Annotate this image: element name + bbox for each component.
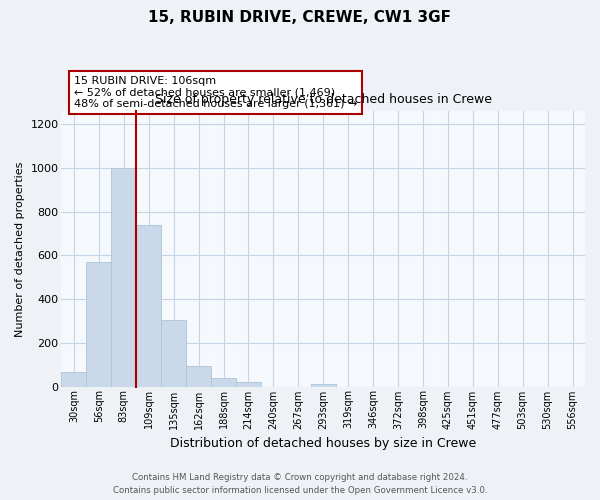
Text: 15, RUBIN DRIVE, CREWE, CW1 3GF: 15, RUBIN DRIVE, CREWE, CW1 3GF (149, 10, 452, 25)
Y-axis label: Number of detached properties: Number of detached properties (15, 161, 25, 336)
Bar (86, 262, 112, 386)
Bar (186, 366, 211, 386)
Bar (136, 225, 161, 386)
Bar (112, 168, 136, 386)
Text: Contains HM Land Registry data © Crown copyright and database right 2024.
Contai: Contains HM Land Registry data © Crown c… (113, 474, 487, 495)
Bar (311, 384, 335, 386)
Bar (161, 320, 186, 386)
Bar (211, 378, 236, 386)
Bar (236, 382, 261, 386)
Bar (61, 372, 86, 386)
X-axis label: Distribution of detached houses by size in Crewe: Distribution of detached houses by size … (170, 437, 476, 450)
Text: 15 RUBIN DRIVE: 106sqm
← 52% of detached houses are smaller (1,469)
48% of semi-: 15 RUBIN DRIVE: 106sqm ← 52% of detached… (74, 76, 357, 109)
Title: Size of property relative to detached houses in Crewe: Size of property relative to detached ho… (155, 93, 492, 106)
